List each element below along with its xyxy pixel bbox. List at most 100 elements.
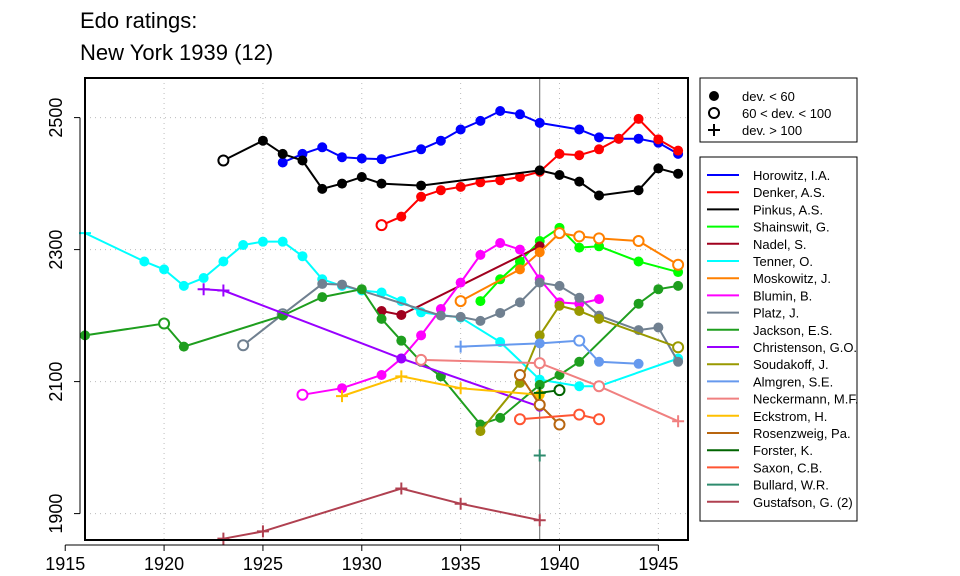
data-point xyxy=(594,190,605,201)
data-point xyxy=(533,449,546,462)
data-point xyxy=(495,412,506,423)
legend-marker-open xyxy=(708,107,720,119)
data-point xyxy=(593,413,606,426)
data-point xyxy=(277,148,288,159)
data-point xyxy=(454,295,467,308)
data-point xyxy=(197,283,210,296)
series-line xyxy=(460,339,639,365)
data-point xyxy=(376,313,387,324)
data-point xyxy=(376,178,387,189)
series-legend: Horowitz, I.A. Denker, A.S. Pinkus, A.S. Sh… xyxy=(699,156,858,522)
x-tick-label: 1915 xyxy=(45,554,85,574)
data-point xyxy=(534,338,545,349)
data-point xyxy=(495,238,506,248)
legend-label: Gustafson, G. (2) xyxy=(753,495,853,510)
data-point xyxy=(633,133,644,144)
data-point xyxy=(534,117,545,128)
data-point xyxy=(178,280,189,291)
legend-label: Rosenzweig, Pa. xyxy=(753,426,851,441)
data-point xyxy=(256,525,269,538)
legend-label: Almgren, S.E. xyxy=(753,374,833,389)
x-tick-label: 1945 xyxy=(638,554,678,574)
data-point xyxy=(317,278,328,289)
series-pinkus-a-s xyxy=(217,135,684,201)
data-point xyxy=(317,183,328,194)
legend-label: Jackson, E.S. xyxy=(753,323,832,338)
data-point xyxy=(356,284,367,295)
data-point xyxy=(475,315,486,326)
data-point xyxy=(633,185,644,196)
data-point xyxy=(593,380,606,393)
legend-label: Christenson, G.O. xyxy=(753,340,857,355)
series-moskowitz-j xyxy=(454,227,685,308)
legend-label: Pinkus, A.S. xyxy=(753,202,823,217)
data-point xyxy=(574,150,585,161)
legend-label: Horowitz, I.A. xyxy=(753,168,830,183)
chart-title-line-1: Edo ratings: xyxy=(80,8,198,33)
data-point xyxy=(139,256,150,267)
data-point xyxy=(337,178,348,189)
data-point xyxy=(534,165,545,176)
data-point xyxy=(217,284,230,297)
data-point xyxy=(475,177,486,188)
data-point xyxy=(593,232,606,245)
data-point xyxy=(594,356,605,367)
legend-label: Platz, J. xyxy=(753,306,799,321)
legend-label: Soudakoff, J. xyxy=(753,357,829,372)
legend-label: Neckermann, M.F. xyxy=(753,392,858,407)
legend-label: Nadel, S. xyxy=(753,237,806,252)
series-line xyxy=(203,288,541,408)
marker-legend: dev. < 60 60 < dev. < 100 dev. > 100 xyxy=(699,77,858,143)
y-tick-label: 2300 xyxy=(46,230,66,270)
data-point xyxy=(513,369,526,381)
data-point xyxy=(533,398,546,411)
series-line xyxy=(222,139,679,197)
data-point xyxy=(673,168,684,179)
data-point xyxy=(514,244,525,255)
series-line xyxy=(302,241,600,396)
legend-marker-label: dev. > 100 xyxy=(742,123,802,138)
data-point xyxy=(435,310,446,321)
legend-label: Moskowitz, J. xyxy=(753,271,831,286)
data-point xyxy=(356,172,367,182)
series-gustafson-g-2 xyxy=(217,482,546,545)
data-point xyxy=(553,418,566,431)
series-line xyxy=(421,358,679,423)
data-point xyxy=(554,280,565,291)
data-point xyxy=(217,154,230,167)
data-point xyxy=(533,386,546,399)
data-point xyxy=(455,181,466,192)
data-point xyxy=(475,426,486,437)
data-point xyxy=(257,135,268,146)
data-point xyxy=(178,341,189,352)
data-point xyxy=(257,236,268,247)
data-point xyxy=(198,272,209,283)
data-point xyxy=(416,144,427,155)
data-point xyxy=(594,313,605,324)
data-point xyxy=(653,163,664,174)
data-point xyxy=(455,277,466,288)
legend-marker-label: 60 < dev. < 100 xyxy=(742,106,831,121)
series-bullard-w-r xyxy=(533,449,546,462)
data-point xyxy=(574,356,585,367)
data-point xyxy=(553,227,566,240)
data-point xyxy=(653,134,664,145)
data-point xyxy=(277,236,288,247)
data-point xyxy=(495,106,506,116)
series-legend-box xyxy=(699,156,858,522)
data-point xyxy=(396,353,407,364)
data-point xyxy=(514,297,525,308)
data-point xyxy=(395,482,408,495)
data-point xyxy=(673,280,684,291)
data-point xyxy=(375,219,388,232)
data-point xyxy=(416,180,427,191)
data-point xyxy=(454,382,467,395)
marker-legend-box xyxy=(699,77,858,143)
data-point xyxy=(514,109,525,120)
legend-label: Bullard, W.R. xyxy=(753,478,829,493)
data-point xyxy=(633,358,644,369)
data-point xyxy=(277,157,288,168)
plot-frame xyxy=(84,77,689,541)
x-tick-label: 1930 xyxy=(342,554,382,574)
data-point xyxy=(574,242,585,253)
